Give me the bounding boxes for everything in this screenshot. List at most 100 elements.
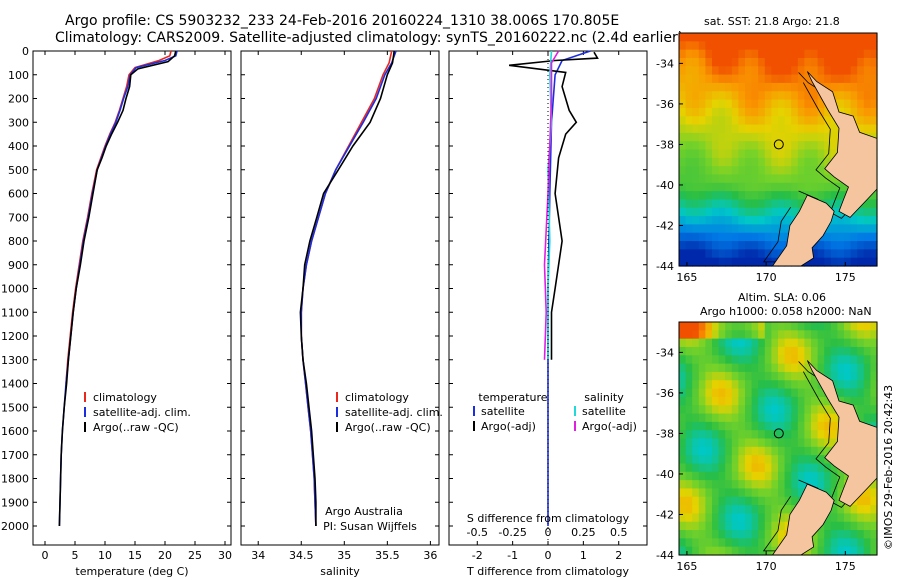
sst-map-cell — [778, 191, 786, 201]
sst-map-cell — [830, 199, 838, 209]
sst-map-cell — [725, 232, 733, 242]
sla-map-cell — [718, 505, 726, 514]
sla-map-cell — [745, 371, 753, 381]
sla-map-cell — [712, 538, 720, 548]
sst-map-cell — [679, 166, 687, 176]
sla-map-cell — [771, 488, 779, 498]
sst-map-cell — [837, 74, 845, 84]
sla-map-cell — [718, 546, 726, 556]
sla-map-ytick-label: -40 — [656, 468, 674, 481]
sla-map-cell — [791, 471, 799, 481]
sst-map-cell — [797, 182, 805, 192]
sla-map-cell — [791, 405, 799, 415]
sst-map-cell — [718, 33, 726, 42]
sla-map-cell — [705, 405, 713, 415]
sla-map-cell — [870, 371, 878, 381]
sst-map-cell — [698, 232, 706, 242]
sla-map-cell — [731, 430, 739, 440]
sla-map-cell — [758, 546, 766, 556]
sst-map-cell — [830, 49, 838, 59]
sst-map-cell — [731, 66, 739, 76]
sla-map-cell — [764, 488, 772, 498]
sst-map-cell — [751, 107, 759, 117]
sst-map-cell — [817, 74, 825, 84]
sst-map-cell — [758, 57, 766, 67]
sst-map-cell — [705, 49, 713, 59]
sst-map-cell — [738, 41, 746, 51]
sla-map-cell — [685, 405, 693, 415]
sst-map-cell — [698, 57, 706, 67]
sla-map-cell — [784, 363, 792, 373]
sla-map-cell — [784, 421, 792, 431]
sst-map-cell — [745, 124, 753, 134]
sst-map-cell — [817, 149, 825, 159]
sla-map-cell — [791, 346, 799, 356]
sla-map-cell — [857, 338, 865, 348]
temperature-xtick-label: 5 — [72, 549, 79, 562]
sst-map-cell — [830, 149, 838, 159]
sla-map-cell — [771, 396, 779, 406]
sst-map-cell — [679, 216, 687, 225]
sst-map-cell — [837, 182, 845, 192]
sst-map-cell — [692, 33, 700, 42]
sst-map-cell — [692, 166, 700, 176]
sst-map-cell — [751, 149, 759, 159]
sst-map-cell — [764, 66, 772, 76]
sst-map-cell — [863, 249, 871, 259]
sst-map-cell — [844, 107, 852, 117]
diff-top-tick-label: 0.5 — [610, 526, 628, 539]
sla-map-cell — [771, 538, 779, 548]
sst-map-cell — [804, 33, 812, 42]
sla-map-cell — [824, 471, 832, 481]
sla-map-cell — [844, 521, 852, 531]
sst-map-cell — [811, 66, 819, 76]
sst-map-cell — [679, 191, 687, 201]
sla-map-cell — [685, 388, 693, 398]
sst-map-cell — [685, 132, 693, 142]
sst-map-cell — [817, 157, 825, 167]
sst-map-cell — [863, 216, 871, 225]
sla-map-cell — [850, 396, 858, 406]
depth-tick-label: 800 — [8, 235, 29, 248]
sla-map-cell — [692, 338, 700, 348]
sst-map-cell — [791, 41, 799, 51]
sst-map-cell — [784, 191, 792, 201]
sla-map-cell — [844, 380, 852, 390]
sst-map-cell — [850, 49, 858, 59]
sla-map-cell — [824, 371, 832, 381]
sla-map-cell — [679, 513, 687, 523]
sla-map-cell — [844, 546, 852, 556]
sla-map-cell — [751, 513, 759, 523]
sst-map-cell — [692, 107, 700, 117]
sst-map-cell — [698, 182, 706, 192]
sst-map-cell — [725, 207, 733, 217]
sst-map-cell — [705, 149, 713, 159]
sst-map-cell — [771, 149, 779, 159]
sla-map-cell — [718, 363, 726, 373]
salinity-xlabel: salinity — [320, 565, 360, 578]
sla-map-cell — [837, 322, 845, 331]
sla-map-cell — [738, 471, 746, 481]
sla-map-cell — [778, 380, 786, 390]
sla-map-cell — [731, 396, 739, 406]
sla-map-cell — [685, 421, 693, 431]
sla-map-cell — [745, 363, 753, 373]
sst-map-cell — [811, 182, 819, 192]
sst-map-cell — [837, 216, 845, 225]
sst-map-cell — [679, 41, 687, 51]
sla-map-cell — [685, 363, 693, 373]
sla-map-cell — [791, 446, 799, 456]
sla-map-cell — [698, 346, 706, 356]
sst-map-cell — [817, 241, 825, 250]
sst-map-cell — [712, 74, 720, 84]
sla-map-cell — [725, 421, 733, 431]
sla-map-cell — [817, 413, 825, 423]
sla-map-cell — [771, 463, 779, 473]
sla-map-cell — [738, 496, 746, 506]
sla-map-cell — [791, 322, 799, 331]
sst-map-cell — [751, 157, 759, 167]
sst-map-cell — [824, 82, 832, 92]
sst-map-cell — [811, 149, 819, 159]
sst-map-cell — [738, 132, 746, 142]
sla-map-cell — [837, 330, 845, 340]
